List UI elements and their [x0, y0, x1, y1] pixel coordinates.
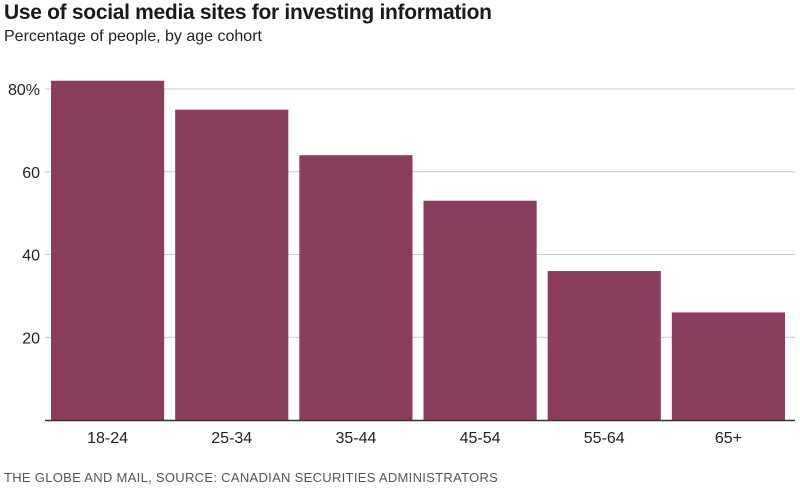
- x-tick-label: 25-34: [211, 430, 252, 447]
- y-tick-label: 40: [22, 248, 40, 265]
- bar-45-54: [423, 200, 537, 420]
- source-note: THE GLOBE AND MAIL, SOURCE: CANADIAN SEC…: [4, 470, 499, 485]
- bar-18-24: [51, 80, 165, 420]
- x-tick-label: 45-54: [460, 430, 501, 447]
- x-tick-labels: 18-24 25-34 35-44 45-54 55-64 65+: [87, 430, 742, 447]
- chart-subtitle: Percentage of people, by age cohort: [4, 28, 262, 45]
- x-tick-label: 55-64: [584, 430, 625, 447]
- bar-65+: [671, 312, 785, 420]
- x-tick-label: 35-44: [335, 430, 376, 447]
- chart-title: Use of social media sites for investing …: [4, 1, 492, 24]
- bar-25-34: [175, 109, 289, 420]
- y-tick-label: 80%: [8, 82, 40, 99]
- bars: [51, 80, 785, 420]
- x-tick-label: 18-24: [87, 430, 128, 447]
- x-tick-label: 65+: [715, 430, 742, 447]
- bar-55-64: [547, 271, 661, 420]
- y-tick-label: 60: [22, 165, 40, 182]
- gridlines: [45, 88, 795, 338]
- y-tick-label: 20: [22, 330, 40, 347]
- bar-35-44: [299, 155, 413, 420]
- y-tick-labels: 20 40 60 80%: [8, 82, 40, 347]
